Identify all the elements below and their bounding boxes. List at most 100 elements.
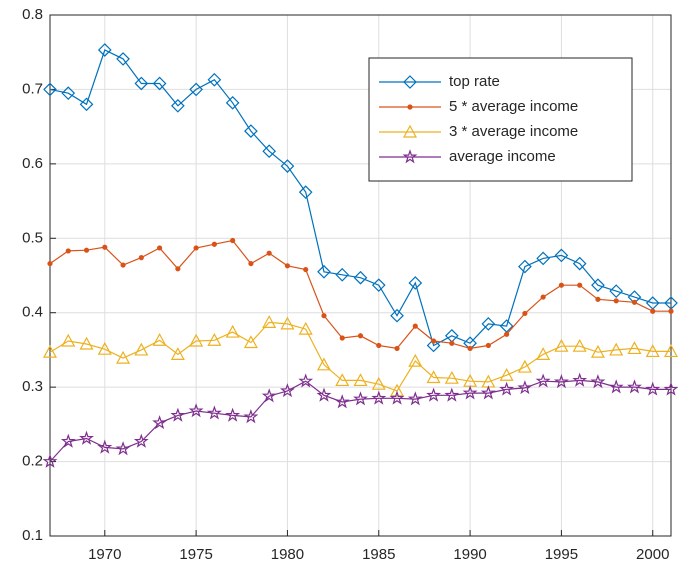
marker: [279, 383, 295, 398]
marker: [554, 338, 569, 352]
marker: [426, 370, 441, 384]
marker: [402, 124, 418, 138]
marker: [193, 245, 199, 251]
marker: [390, 308, 404, 323]
marker: [317, 264, 331, 279]
marker: [572, 256, 587, 271]
series-line: [49, 379, 671, 463]
marker: [170, 347, 185, 360]
marker: [43, 82, 57, 97]
marker: [572, 338, 587, 352]
marker: [334, 394, 350, 409]
marker: [449, 340, 455, 346]
marker: [120, 262, 126, 268]
marker: [207, 332, 222, 346]
marker: [61, 333, 76, 347]
marker: [402, 149, 418, 164]
marker: [353, 373, 368, 387]
marker: [517, 380, 533, 395]
marker: [426, 338, 441, 353]
marker: [298, 321, 313, 335]
marker: [627, 379, 642, 394]
axes-box: [49, 14, 672, 537]
marker: [243, 335, 258, 349]
y-tick-label: 0.6: [22, 155, 43, 172]
marker: [189, 82, 203, 97]
marker: [353, 391, 368, 406]
legend: top rate 5 * average income 3 * average in…: [368, 57, 633, 182]
marker: [102, 244, 108, 250]
marker: [444, 370, 459, 384]
marker: [298, 373, 314, 388]
marker: [371, 390, 387, 405]
marker: [211, 241, 217, 247]
marker: [206, 405, 222, 420]
marker: [335, 267, 350, 282]
marker: [170, 407, 186, 422]
y-tick-label: 0.5: [22, 229, 43, 246]
marker: [518, 259, 532, 274]
y-tick-label: 0.8: [22, 6, 43, 23]
marker: [47, 260, 53, 267]
marker: [335, 373, 350, 387]
marker: [609, 284, 624, 298]
marker: [321, 313, 327, 319]
marker: [499, 367, 514, 381]
x-tick-label: 1985: [362, 546, 395, 563]
marker: [97, 341, 112, 355]
marker: [156, 245, 163, 251]
marker: [535, 373, 551, 388]
marker: [175, 266, 181, 272]
marker: [609, 342, 624, 356]
marker: [591, 278, 605, 293]
marker: [298, 185, 313, 199]
marker: [627, 341, 642, 355]
marker: [517, 359, 532, 373]
marker: [462, 385, 478, 400]
marker: [407, 391, 423, 406]
x-tick-label: 1995: [545, 546, 578, 563]
marker: [485, 342, 491, 349]
marker: [426, 387, 442, 402]
marker: [134, 342, 149, 356]
marker: [481, 317, 496, 331]
x-tick-label: 2000: [636, 546, 669, 563]
marker: [262, 315, 277, 328]
marker: [412, 323, 418, 329]
y-tick-label: 0.1: [22, 527, 43, 544]
marker: [504, 331, 510, 337]
marker: [244, 124, 258, 138]
legend-label: top rate: [449, 73, 500, 90]
marker: [407, 104, 413, 110]
marker: [467, 345, 473, 352]
marker: [134, 76, 149, 91]
marker: [188, 403, 204, 418]
marker: [303, 266, 309, 273]
legend-label: 3 * average income: [449, 123, 578, 140]
marker: [79, 430, 94, 445]
x-tick-label: 1970: [88, 546, 121, 563]
marker: [590, 344, 605, 358]
marker: [189, 333, 204, 347]
marker: [116, 350, 131, 364]
marker: [65, 248, 71, 254]
marker: [608, 379, 624, 394]
marker: [262, 144, 277, 159]
marker: [390, 383, 405, 397]
marker: [645, 344, 660, 358]
marker: [540, 294, 546, 300]
marker: [79, 97, 94, 112]
marker: [152, 332, 167, 346]
marker: [133, 433, 149, 448]
marker: [79, 336, 94, 350]
marker: [42, 344, 58, 358]
marker: [590, 374, 606, 389]
marker: [577, 282, 583, 288]
marker: [115, 441, 131, 456]
marker: [371, 278, 386, 293]
marker: [631, 299, 638, 305]
marker: [61, 86, 76, 100]
marker: [376, 342, 382, 349]
marker: [171, 98, 185, 113]
marker: [225, 95, 240, 110]
